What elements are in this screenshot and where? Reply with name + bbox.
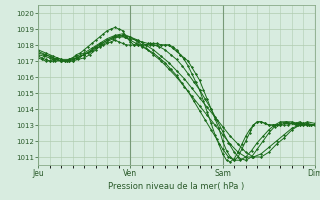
X-axis label: Pression niveau de la mer( hPa ): Pression niveau de la mer( hPa )	[108, 182, 244, 191]
